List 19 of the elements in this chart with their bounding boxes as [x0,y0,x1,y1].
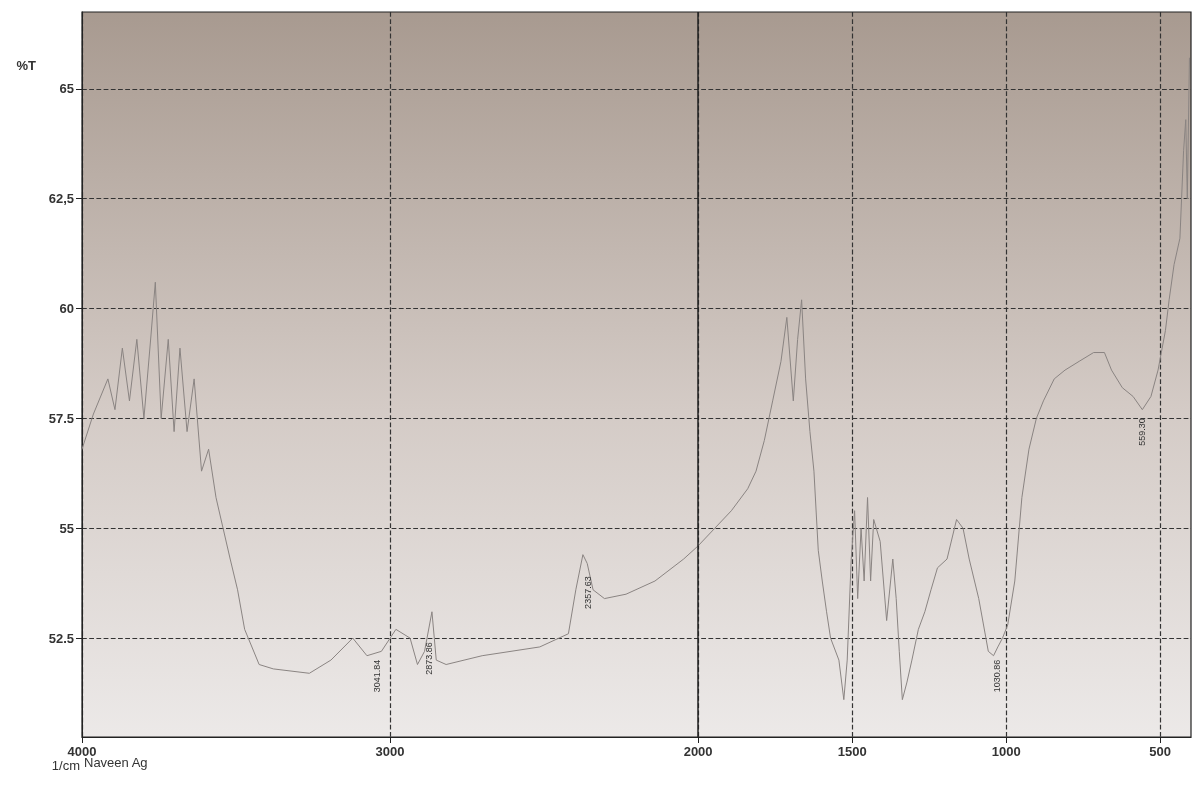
annotation: 2873.86 [423,642,434,675]
y-tick-label: 57.5 [48,410,74,426]
x-tick-label: 2000 [683,744,713,759]
x-tick-label: 1000 [991,744,1021,759]
x-axis-title: 1/cm [51,758,80,773]
annotation: 1030.86 [991,659,1002,693]
y-tick-label: 55 [59,520,74,536]
x-tick-label: 1500 [837,744,867,759]
x-tick-label: 500 [1149,744,1172,759]
y-axis-title: %T [16,58,37,73]
annotation: 2357.63 [582,576,593,609]
y-tick-label: 52.5 [48,630,74,646]
annotation: 3041.84 [372,659,383,693]
annotation: 559.30 [1136,418,1147,446]
line-series [81,57,1190,701]
y-tick-label: 62,5 [48,191,74,207]
y-tick-label: 65 [59,81,74,97]
x-tick-label: 3000 [375,744,405,759]
y-tick-label: 60 [59,301,74,317]
